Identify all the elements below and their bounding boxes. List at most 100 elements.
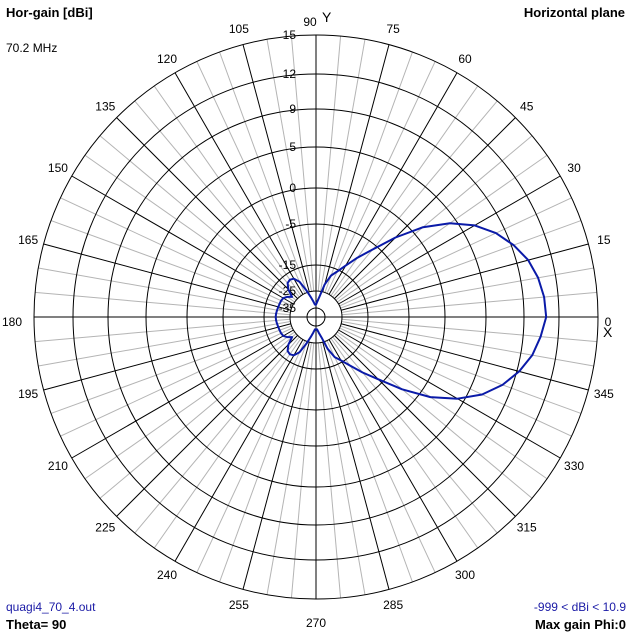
minor-spoke (266, 342, 312, 595)
minor-spoke (341, 321, 594, 367)
max-gain-label: Max gain Phi:0 (535, 617, 626, 632)
minor-spoke (35, 291, 291, 316)
radial-tick-label: -5 (285, 217, 296, 231)
minor-spoke (153, 85, 302, 296)
minor-spoke (341, 318, 597, 343)
major-spoke (340, 323, 589, 391)
minor-spoke (196, 340, 306, 573)
range-circle (289, 290, 343, 344)
minor-spoke (60, 327, 293, 437)
minor-spoke (38, 321, 291, 367)
angle-tick-label: 45 (520, 99, 534, 113)
angle-tick-label: 60 (458, 52, 472, 66)
radial-tick-label: 9 (289, 102, 296, 116)
angle-tick-label: 135 (95, 99, 115, 113)
angle-tick-label: 0 (605, 315, 612, 329)
angle-tick-label: 225 (95, 521, 115, 535)
minor-spoke (339, 197, 572, 307)
frequency-label: 70.2 MHz (6, 41, 57, 55)
angle-tick-label: 255 (229, 598, 249, 612)
minor-spoke (335, 135, 533, 301)
major-spoke (174, 72, 304, 295)
angle-tick-label: 75 (386, 22, 400, 36)
angle-tick-label: 240 (157, 568, 177, 582)
filename-label: quagi4_70_4.out (6, 600, 96, 614)
major-spoke (242, 44, 310, 293)
minor-spoke (339, 327, 572, 437)
angle-tick-label: 285 (383, 598, 403, 612)
angle-tick-label: 90 (303, 15, 317, 29)
major-spoke (338, 175, 561, 305)
polar-grid (33, 34, 599, 600)
minor-spoke (196, 61, 306, 294)
minor-spoke (332, 100, 498, 298)
minor-spoke (290, 36, 315, 292)
minor-spoke (340, 325, 582, 414)
minor-spoke (153, 338, 302, 549)
minor-spoke (324, 341, 413, 583)
minor-spoke (320, 342, 366, 595)
major-spoke (116, 117, 298, 299)
minor-spoke (38, 267, 291, 313)
major-spoke (242, 341, 310, 590)
angle-tick-label: 345 (594, 387, 614, 401)
minor-spoke (337, 154, 548, 303)
range-circle (306, 307, 326, 327)
chart-subtitle: Horizontal plane (524, 5, 625, 20)
major-spoke (174, 339, 304, 562)
angle-tick-label: 120 (157, 52, 177, 66)
gain-range-label: -999 < dBi < 10.9 (534, 600, 626, 614)
minor-spoke (337, 331, 548, 480)
angle-tick-label: 270 (306, 616, 326, 630)
range-circle (107, 108, 525, 526)
radial-tick-label: 5 (289, 140, 296, 154)
radial-tick-label: 12 (283, 67, 297, 81)
range-circle (263, 264, 369, 370)
range-circle (222, 223, 410, 411)
range-circle (72, 73, 560, 561)
minor-spoke (266, 39, 312, 292)
minor-spoke (60, 197, 293, 307)
minor-spoke (50, 325, 292, 414)
major-spoke (322, 44, 390, 293)
minor-spoke (219, 51, 308, 293)
major-spoke (328, 339, 458, 562)
minor-spoke (134, 336, 300, 534)
theta-label: Theta= 90 (6, 617, 66, 632)
major-spoke (338, 329, 561, 459)
major-spoke (43, 243, 292, 311)
angle-tick-label: 180 (2, 315, 22, 329)
major-spoke (43, 323, 292, 391)
radial-tick-label: -15 (279, 258, 297, 272)
minor-spoke (335, 333, 533, 499)
minor-spoke (134, 100, 300, 298)
minor-spoke (317, 342, 342, 598)
minor-spoke (35, 318, 291, 343)
angle-tick-label: 315 (517, 521, 537, 535)
minor-spoke (84, 331, 295, 480)
major-spoke (340, 243, 589, 311)
major-spoke (334, 117, 516, 299)
minor-spoke (326, 61, 436, 294)
minor-spoke (324, 51, 413, 293)
angle-tick-labels: 0153045607590105120135150165180195210225… (2, 15, 614, 630)
major-spoke (116, 335, 298, 517)
radial-tick-label: 15 (283, 28, 297, 42)
radial-tick-label: -35 (279, 301, 297, 315)
minor-spoke (330, 338, 479, 549)
major-spoke (328, 72, 458, 295)
major-spoke (322, 341, 390, 590)
angle-tick-label: 15 (597, 233, 611, 247)
angle-tick-label: 195 (18, 387, 38, 401)
minor-spoke (99, 135, 297, 301)
minor-spoke (99, 333, 297, 499)
major-spoke (71, 175, 294, 305)
range-circle (186, 187, 446, 447)
angle-tick-label: 165 (18, 233, 38, 247)
x-axis-label: X (603, 324, 613, 340)
angle-tick-label: 105 (229, 22, 249, 36)
radial-tick-label: 0 (289, 181, 296, 195)
angle-tick-label: 300 (455, 568, 475, 582)
